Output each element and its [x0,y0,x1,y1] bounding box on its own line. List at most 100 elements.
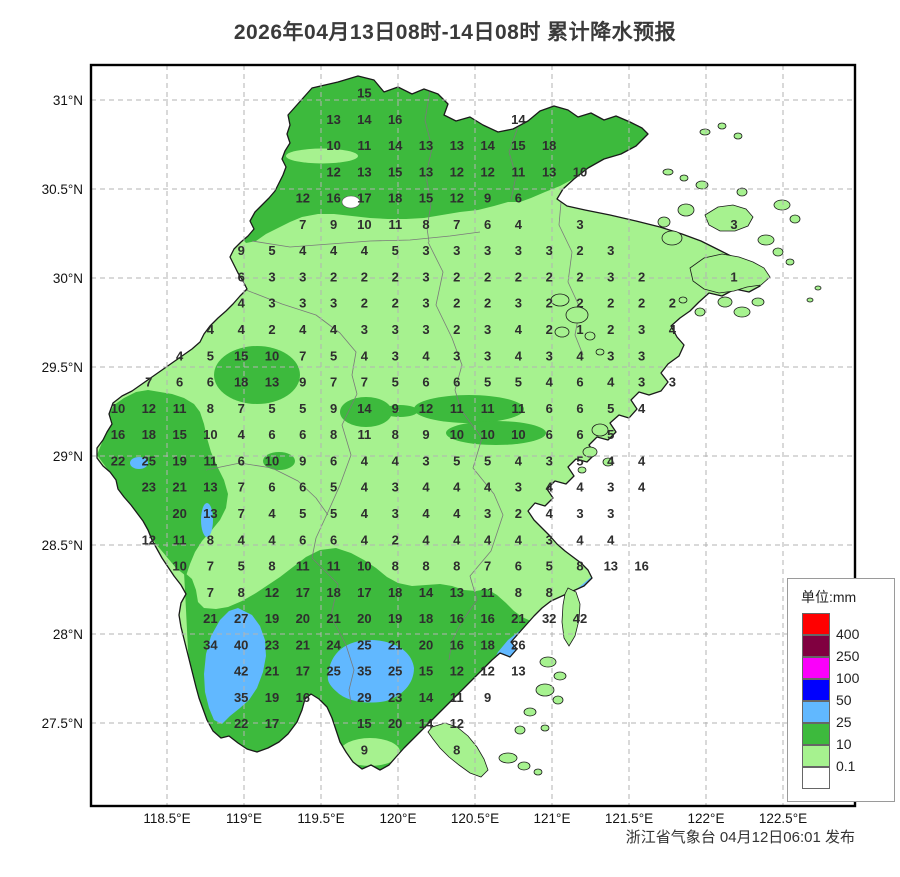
grid-value: 12 [450,716,464,731]
grid-value: 12 [450,191,464,206]
grid-value: 23 [142,480,156,495]
grid-value: 3 [669,375,676,390]
grid-value: 12 [450,164,464,179]
grid-value: 2 [576,296,583,311]
legend-swatch [802,723,830,745]
grid-value: 10 [480,427,494,442]
grid-value: 15 [172,427,186,442]
peninsula-se [427,722,489,778]
grid-value: 8 [392,559,399,574]
grid-value: 15 [388,164,402,179]
grid-value: 4 [268,532,276,547]
legend-label: 0.1 [836,758,856,774]
grid-value: 25 [326,664,340,679]
grid-value: 11 [481,401,495,416]
grid-value: 4 [515,532,523,547]
grid-value: 14 [480,138,495,153]
grid-value: 5 [299,401,306,416]
grid-value: 4 [330,243,338,258]
grid-value: 3 [392,480,399,495]
grid-value: 3 [607,348,614,363]
grid-value: 4 [361,506,369,521]
grid-value: 4 [330,322,338,337]
grid-value: 21 [511,611,525,626]
grid-value: 3 [638,348,645,363]
grid-value: 13 [604,559,618,574]
legend-label: 25 [836,714,852,730]
x-tick-label: 120.5°E [451,811,499,826]
grid-value: 13 [511,664,525,679]
grid-value: 6 [268,427,275,442]
grid-value: 5 [515,375,522,390]
grid-value: 16 [326,191,340,206]
grid-value: 4 [361,532,369,547]
rain-blob-central-3 [446,421,546,445]
grid-value: 4 [515,453,523,468]
x-tick-label: 121.5°E [605,811,653,826]
grid-value: 4 [299,322,307,337]
grid-value: 2 [392,296,399,311]
grid-value: 7 [484,559,491,574]
grid-value: 11 [358,427,372,442]
grid-value: 2 [361,269,368,284]
grid-value: 13 [203,506,217,521]
grid-value: 7 [145,375,152,390]
grid-value: 21 [388,637,402,652]
grid-value: 12 [265,585,279,600]
grid-value: 3 [392,322,399,337]
grid-value: 25 [388,664,402,679]
grid-value: 15 [357,716,371,731]
grid-value: 4 [238,322,246,337]
grid-value: 2 [330,269,337,284]
x-tick-label: 119°E [226,811,262,826]
rain-blob-qiandao [214,346,300,404]
grid-value: 14 [357,401,372,416]
x-axis-ticks: 118.5°E 119°E 119.5°E 120°E 120.5°E 121°E 121.… [143,811,807,826]
grid-value: 7 [299,217,306,232]
grid-value: 6 [576,427,583,442]
grid-value: 2 [607,322,614,337]
grid-value: 8 [422,559,429,574]
graticule [91,65,855,806]
x-tick-label: 119.5°E [297,811,344,826]
grid-value: 18 [142,427,156,442]
grid-value: 2 [361,296,368,311]
grid-value: 10 [111,401,125,416]
grid-value: 9 [361,743,368,758]
grid-value: 5 [330,506,337,521]
grid-value: 5 [453,453,460,468]
grid-value: 3 [484,243,491,258]
grid-value: 16 [634,559,648,574]
grid-value: 8 [207,532,214,547]
grid-value: 3 [576,506,583,521]
grid-value: 3 [422,322,429,337]
grid-value: 25 [357,637,371,652]
grid-value: 10 [357,559,371,574]
grid-value: 5 [238,559,245,574]
grid-value: 4 [576,480,584,495]
grid-value: 2 [453,322,460,337]
grid-value: 9 [484,690,491,705]
grid-value: 19 [265,690,279,705]
grid-value: 32 [542,611,556,626]
grid-value: 3 [546,348,553,363]
grid-value: 20 [172,506,186,521]
grid-value: 8 [422,217,429,232]
grid-value: 4 [238,427,246,442]
grid-value: 3 [607,243,614,258]
rain-band-west [97,390,228,576]
grid-value: 3 [638,322,645,337]
grid-value: 18 [480,637,494,652]
grid-value: 4 [638,480,646,495]
grid-value: 9 [484,191,491,206]
grid-value: 4 [607,375,615,390]
grid-value: 21 [203,611,217,626]
grid-value: 2 [453,269,460,284]
grid-value: 7 [299,348,306,363]
grid-value: 3 [268,269,275,284]
grid-value: 16 [388,112,402,127]
grid-value: 13 [542,164,556,179]
light-patch-se [464,675,528,713]
